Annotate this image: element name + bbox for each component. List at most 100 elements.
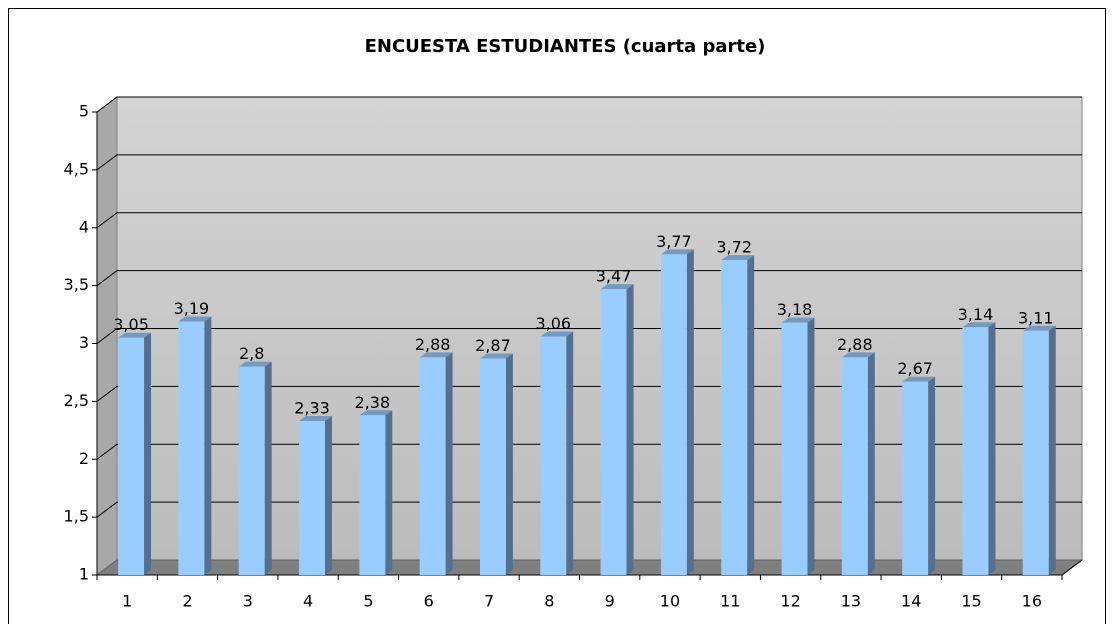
bar-top bbox=[419, 352, 453, 358]
bar-side bbox=[264, 361, 272, 575]
bar bbox=[540, 336, 567, 575]
bar bbox=[841, 357, 868, 575]
data-label: 2,88 bbox=[415, 335, 451, 354]
bar-top bbox=[600, 284, 634, 290]
bar bbox=[118, 337, 145, 575]
grid-line bbox=[96, 154, 1082, 171]
x-axis-end bbox=[1061, 559, 1083, 576]
bar-top bbox=[540, 331, 574, 337]
bar-side bbox=[867, 352, 875, 575]
bar-top bbox=[902, 376, 936, 382]
y-tick-label: 2,5 bbox=[64, 391, 89, 410]
grid-line bbox=[96, 212, 1082, 229]
bar-side bbox=[626, 284, 634, 575]
grid-line bbox=[96, 328, 1082, 344]
y-tick-label: 3 bbox=[79, 333, 89, 352]
bar bbox=[178, 321, 205, 575]
data-label: 2,8 bbox=[239, 344, 264, 363]
y-tick-label: 4 bbox=[79, 217, 89, 236]
bar bbox=[660, 254, 687, 575]
grid-line bbox=[96, 443, 1082, 460]
grid-line bbox=[96, 270, 1082, 287]
data-label: 2,33 bbox=[294, 399, 330, 418]
bar bbox=[419, 357, 446, 575]
y-tick-label: 3,5 bbox=[64, 275, 89, 294]
bar-side bbox=[144, 332, 152, 575]
data-label: 2,87 bbox=[475, 336, 511, 355]
data-label: 2,67 bbox=[897, 359, 933, 378]
x-tick-label: 16 bbox=[1022, 592, 1042, 611]
data-label: 3,47 bbox=[596, 267, 632, 286]
bar-top bbox=[178, 316, 212, 322]
x-tick-label: 11 bbox=[720, 592, 740, 611]
bar-side bbox=[747, 255, 755, 575]
grid-line bbox=[96, 501, 1082, 518]
y-tick-label: 1 bbox=[79, 565, 89, 584]
bar bbox=[359, 415, 386, 575]
bar-side bbox=[686, 249, 694, 575]
data-label: 3,06 bbox=[535, 314, 571, 333]
bar-side bbox=[1048, 325, 1056, 575]
bar-top bbox=[238, 361, 272, 367]
chart-border bbox=[8, 8, 1106, 624]
x-tick-label: 12 bbox=[780, 592, 800, 611]
bar-top bbox=[1022, 325, 1056, 331]
chart-title: ENCUESTA ESTUDIANTES (cuarta parte) bbox=[365, 36, 766, 57]
bar bbox=[1022, 330, 1049, 575]
bar-side bbox=[204, 316, 212, 575]
x-tick-label: 9 bbox=[605, 592, 615, 611]
grid-line bbox=[96, 385, 1082, 402]
bar bbox=[902, 381, 929, 575]
data-label: 2,38 bbox=[355, 393, 391, 412]
bar-side bbox=[928, 376, 936, 575]
y-tick-label: 1,5 bbox=[64, 507, 89, 526]
x-tick-label: 15 bbox=[961, 592, 981, 611]
x-tick-label: 14 bbox=[901, 592, 921, 611]
x-tick-label: 10 bbox=[660, 592, 680, 611]
x-tick-label: 1 bbox=[122, 592, 132, 611]
y-tick-label: 2 bbox=[79, 449, 89, 468]
x-tick-label: 7 bbox=[484, 592, 494, 611]
x-tick-label: 4 bbox=[303, 592, 313, 611]
bar-top bbox=[660, 249, 694, 255]
x-tick-label: 8 bbox=[544, 592, 554, 611]
y-tick-label: 4,5 bbox=[64, 159, 89, 178]
x-tick-label: 2 bbox=[182, 592, 192, 611]
bar bbox=[479, 358, 506, 575]
bar bbox=[721, 260, 748, 575]
data-label: 2,88 bbox=[837, 335, 873, 354]
bar-top bbox=[962, 322, 996, 328]
bar-side bbox=[385, 410, 393, 575]
bar-top bbox=[118, 332, 152, 338]
data-label: 3,19 bbox=[174, 299, 210, 318]
bar-top bbox=[721, 255, 755, 261]
data-label: 3,05 bbox=[113, 315, 149, 334]
data-label: 3,11 bbox=[1018, 308, 1054, 327]
bar-side bbox=[324, 416, 332, 575]
data-label: 3,18 bbox=[777, 300, 813, 319]
bar-side bbox=[505, 353, 513, 575]
bar-top bbox=[479, 353, 513, 359]
bar bbox=[781, 322, 808, 575]
bar-side bbox=[566, 331, 574, 575]
bar-side bbox=[445, 352, 453, 575]
x-tick-label: 13 bbox=[841, 592, 861, 611]
bar-top bbox=[841, 352, 875, 358]
x-tick-label: 6 bbox=[424, 592, 434, 611]
bar bbox=[600, 289, 627, 575]
bar-top bbox=[359, 410, 393, 416]
bar-side bbox=[988, 322, 996, 575]
data-label: 3,77 bbox=[656, 232, 692, 251]
data-label: 3,14 bbox=[958, 305, 994, 324]
bar-top bbox=[781, 317, 815, 323]
bar-side bbox=[807, 317, 815, 575]
x-tick-label: 5 bbox=[363, 592, 373, 611]
grid-line bbox=[96, 96, 1082, 113]
x-tick-label: 3 bbox=[243, 592, 253, 611]
data-label: 3,72 bbox=[716, 238, 752, 257]
y-tick-label: 5 bbox=[79, 102, 89, 121]
bar bbox=[299, 421, 325, 575]
bar bbox=[238, 366, 265, 575]
bar-top bbox=[299, 416, 332, 422]
